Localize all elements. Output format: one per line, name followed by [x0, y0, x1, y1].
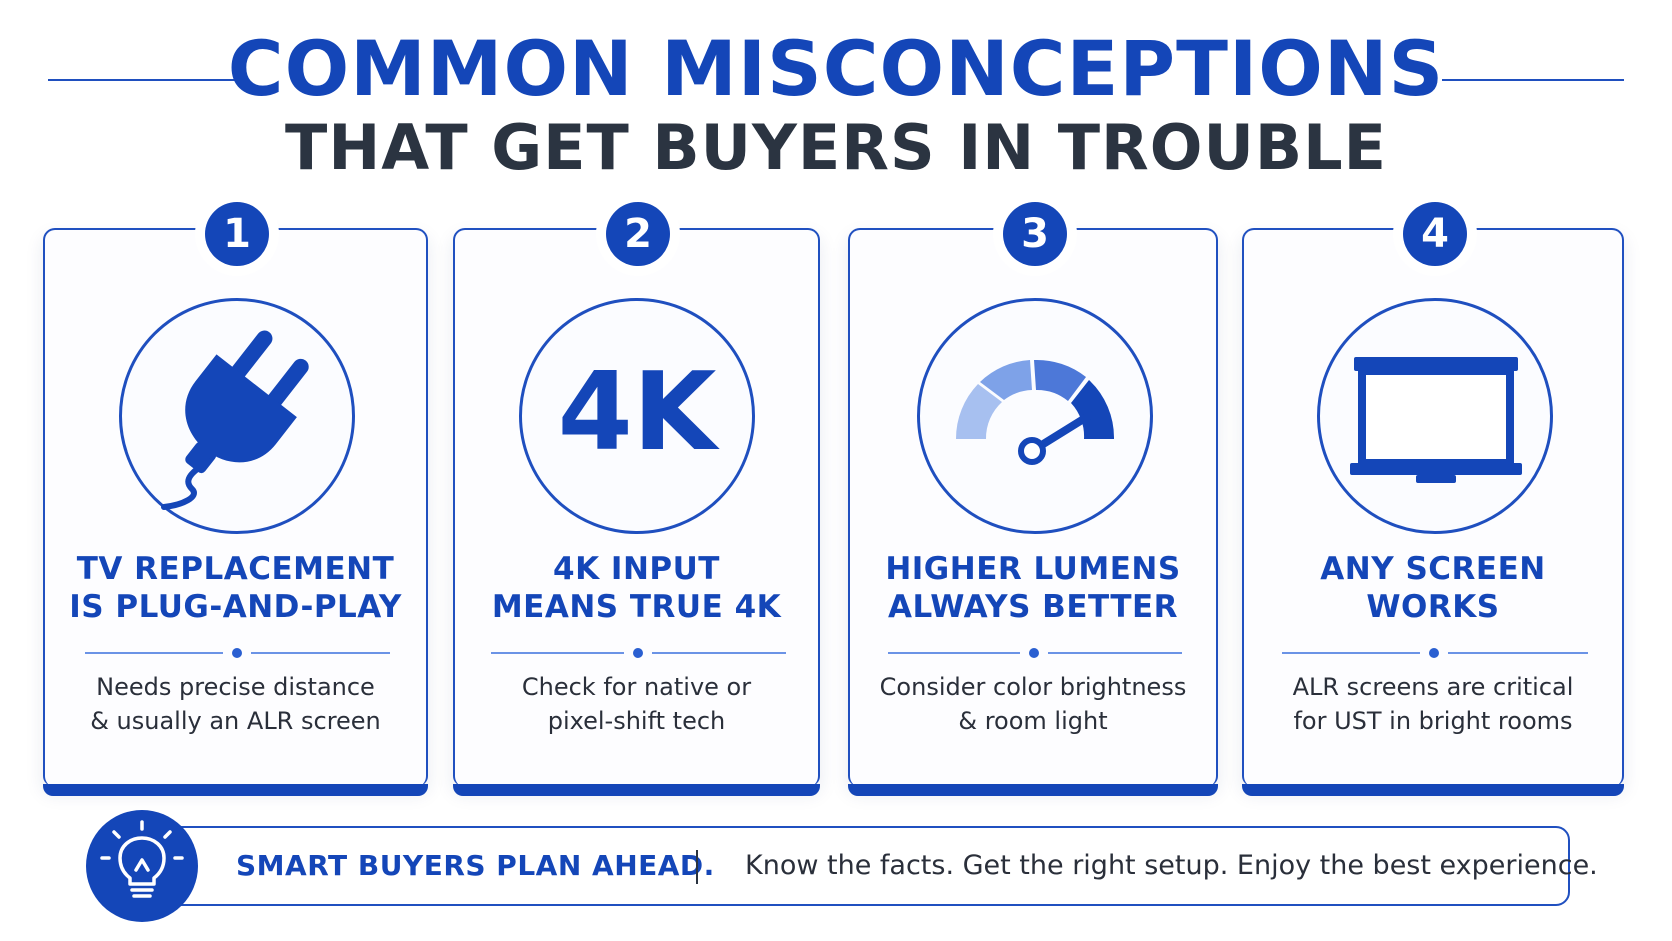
lightbulb-icon: [100, 820, 184, 898]
card-divider: [491, 647, 786, 659]
card-base-bar: [43, 784, 428, 796]
card-number-badge: 2: [606, 202, 670, 266]
page-subtitle: THAT GET BUYERS IN TROUBLE: [285, 111, 1387, 184]
misconception-card-1: 1 TV REPLACEMENT IS PLUG-AND-PLAY Needs …: [43, 202, 428, 796]
card-title: 4K INPUT MEANS TRUE 4K: [491, 551, 782, 625]
card-description: Needs precise distance & usually an ALR …: [90, 673, 381, 735]
card-description: Check for native or pixel-shift tech: [521, 673, 752, 735]
card-base-bar: [1242, 784, 1624, 796]
card-number-badge: 3: [1003, 202, 1067, 266]
header-rule-right: [1442, 79, 1624, 81]
card-title: TV REPLACEMENT IS PLUG-AND-PLAY: [69, 551, 402, 625]
page-title: COMMON MISCONCEPTIONS: [227, 24, 1445, 113]
gauge-icon: [955, 359, 1115, 465]
plug-icon: [161, 330, 309, 510]
footer-icon-circle: [86, 810, 198, 922]
card-divider: [1282, 647, 1588, 659]
card-description: Consider color brightness & room light: [879, 673, 1187, 735]
card-divider: [85, 647, 390, 659]
misconception-card-4: 4 ANY SCREEN WORKS ALR screens are criti…: [1242, 202, 1624, 796]
card-base-bar: [848, 784, 1218, 796]
misconception-card-3: 3 HIGHER LUMENS ALWAYS BETTER Consider c…: [848, 202, 1218, 796]
card-divider: [888, 647, 1182, 659]
4k-icon: 4K: [558, 350, 720, 475]
card-number-badge: 4: [1403, 202, 1467, 266]
projector-screen-icon: [1350, 357, 1522, 483]
card-title: HIGHER LUMENS ALWAYS BETTER: [885, 551, 1181, 625]
footer-separator: [696, 850, 698, 884]
card-icon-circle: [119, 298, 355, 534]
card-base-bar: [453, 784, 820, 796]
footer-message: Know the facts. Get the right setup. Enj…: [745, 850, 1598, 881]
header-rule-left: [48, 79, 244, 81]
card-number-badge: 1: [205, 202, 269, 266]
card-icon-circle: [1317, 298, 1553, 534]
svg-text:4K: 4K: [558, 350, 720, 475]
card-description: ALR screens are critical for UST in brig…: [1292, 673, 1574, 735]
card-icon-circle: [917, 298, 1153, 534]
card-icon-circle: 4K: [519, 298, 755, 534]
misconception-card-2: 2 4K 4K INPUT MEANS TRUE 4K Check for na…: [453, 202, 820, 796]
footer-headline: SMART BUYERS PLAN AHEAD.: [236, 849, 715, 882]
card-title: ANY SCREEN WORKS: [1320, 551, 1546, 625]
